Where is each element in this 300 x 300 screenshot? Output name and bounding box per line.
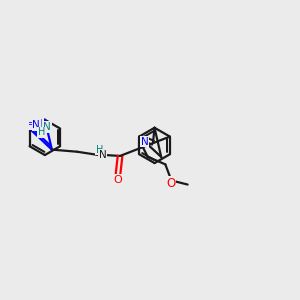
Text: H: H (38, 127, 45, 137)
Text: =N: =N (28, 119, 43, 129)
Text: o: o (167, 177, 174, 190)
Text: N: N (43, 122, 51, 132)
Text: O: O (114, 175, 122, 185)
Text: H: H (96, 145, 103, 154)
Text: N: N (141, 136, 148, 147)
Text: N: N (32, 120, 40, 130)
Text: O: O (166, 177, 176, 190)
Text: N: N (98, 150, 106, 160)
